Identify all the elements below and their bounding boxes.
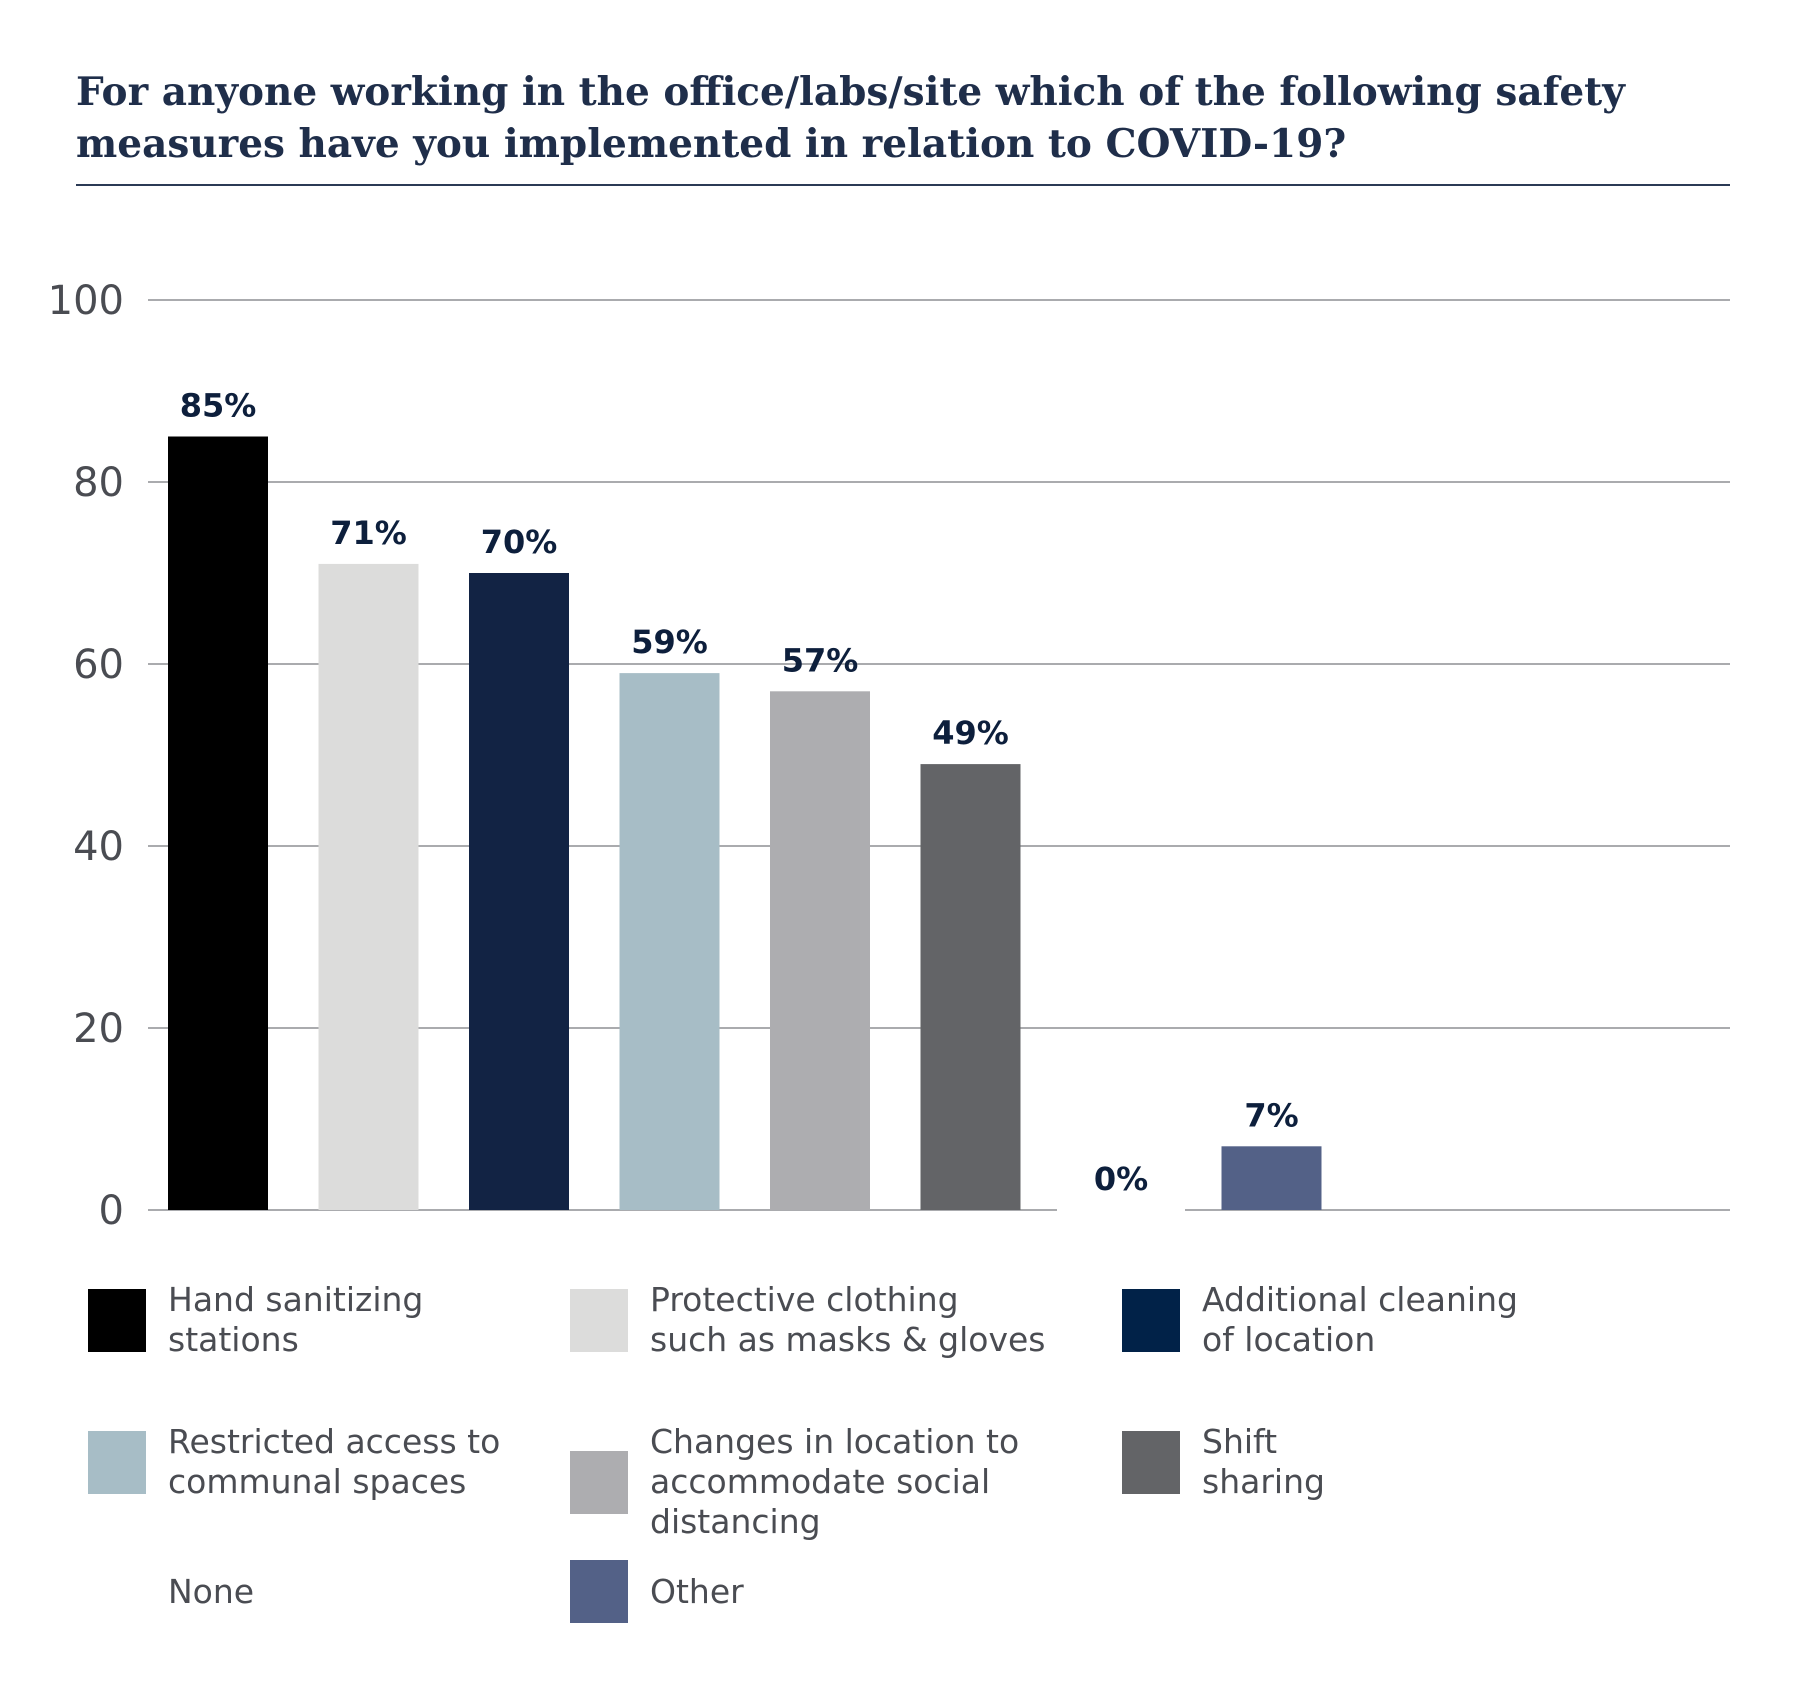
legend-swatch <box>1122 1430 1180 1494</box>
bar <box>318 563 419 1210</box>
data-label: 49% <box>932 714 1009 752</box>
legend-item: Restricted access to communal spaces <box>88 1422 608 1502</box>
legend-label: Restricted access to communal spaces <box>168 1422 588 1502</box>
legend-label-line: distancing <box>650 1502 821 1541</box>
legend-item: Additional cleaning of location <box>1122 1280 1642 1360</box>
legend-label: Additional cleaning of location <box>1202 1280 1622 1360</box>
legend-label-line: such as masks & gloves <box>650 1320 1046 1359</box>
legend-label-line: Hand sanitizing <box>168 1280 424 1319</box>
legend-label-line: None <box>168 1571 255 1611</box>
y-tick-label: 20 <box>73 1006 124 1052</box>
legend-swatch <box>88 1430 146 1494</box>
data-label: 70% <box>481 523 558 561</box>
legend-swatch <box>1122 1288 1180 1352</box>
legend-label-line: communal spaces <box>168 1462 467 1501</box>
legend-item: Shift sharing <box>1122 1422 1642 1502</box>
legend-label-line: Restricted access to <box>168 1422 501 1461</box>
legend-label: Shift sharing <box>1202 1422 1622 1502</box>
legend-label-line: of location <box>1202 1320 1376 1359</box>
chart-title: For anyone working in the office/labs/si… <box>76 69 1625 167</box>
legend-item: None <box>88 1560 608 1623</box>
bars <box>168 436 1322 1214</box>
legend-label: Changes in location to accommodate social… <box>650 1422 1070 1542</box>
data-label: 7% <box>1244 1096 1298 1134</box>
data-label: 0% <box>1094 1160 1148 1198</box>
y-tick-label: 0 <box>99 1188 124 1234</box>
legend-swatch <box>88 1288 146 1352</box>
legend-label-line: Protective clothing <box>650 1280 959 1319</box>
legend-item: Changes in location to accommodate social… <box>570 1422 1090 1542</box>
legend-item: Other <box>570 1560 1090 1623</box>
legend-label: None <box>168 1572 588 1612</box>
legend-label-line: stations <box>168 1320 299 1359</box>
bar <box>920 764 1021 1210</box>
y-tick-label: 100 <box>48 278 124 324</box>
title-divider <box>76 184 1730 186</box>
legend-swatch <box>570 1288 628 1352</box>
bar <box>168 436 268 1210</box>
bar <box>469 573 569 1210</box>
legend-item: Hand sanitizing stations <box>88 1280 608 1360</box>
legend-label-line: Shift <box>1202 1422 1278 1461</box>
bar <box>770 691 870 1210</box>
legend-label-line: sharing <box>1202 1462 1325 1501</box>
bar <box>619 673 720 1210</box>
bar <box>1221 1146 1322 1210</box>
legend-label-line: Other <box>650 1571 744 1611</box>
y-tick-label: 40 <box>73 824 124 870</box>
y-tick-label: 80 <box>73 460 124 506</box>
legend-label: Protective clothing such as masks & glove… <box>650 1280 1070 1360</box>
legend-label-line: accommodate social <box>650 1462 991 1501</box>
y-axis-ticks: 0 20 40 60 80 100 <box>48 278 124 1234</box>
legend-label: Hand sanitizing stations <box>168 1280 588 1360</box>
data-label: 59% <box>631 623 708 661</box>
legend-label: Other <box>650 1572 1070 1612</box>
bar <box>1057 1206 1185 1214</box>
legend-item: Protective clothing such as masks & glove… <box>570 1280 1090 1360</box>
legend-swatch <box>570 1450 628 1514</box>
legend-label-line: Changes in location to <box>650 1422 1020 1461</box>
legend-label-line: Additional cleaning <box>1202 1280 1518 1319</box>
legend-swatch <box>570 1560 628 1623</box>
y-tick-label: 60 <box>73 642 124 688</box>
data-label: 57% <box>782 641 859 679</box>
legend-swatch <box>88 1560 146 1623</box>
data-label: 85% <box>180 387 257 425</box>
data-labels: 85% 71% 70% 59% 57% 49% 0% 7% <box>180 387 1299 1199</box>
data-label: 71% <box>330 514 407 552</box>
